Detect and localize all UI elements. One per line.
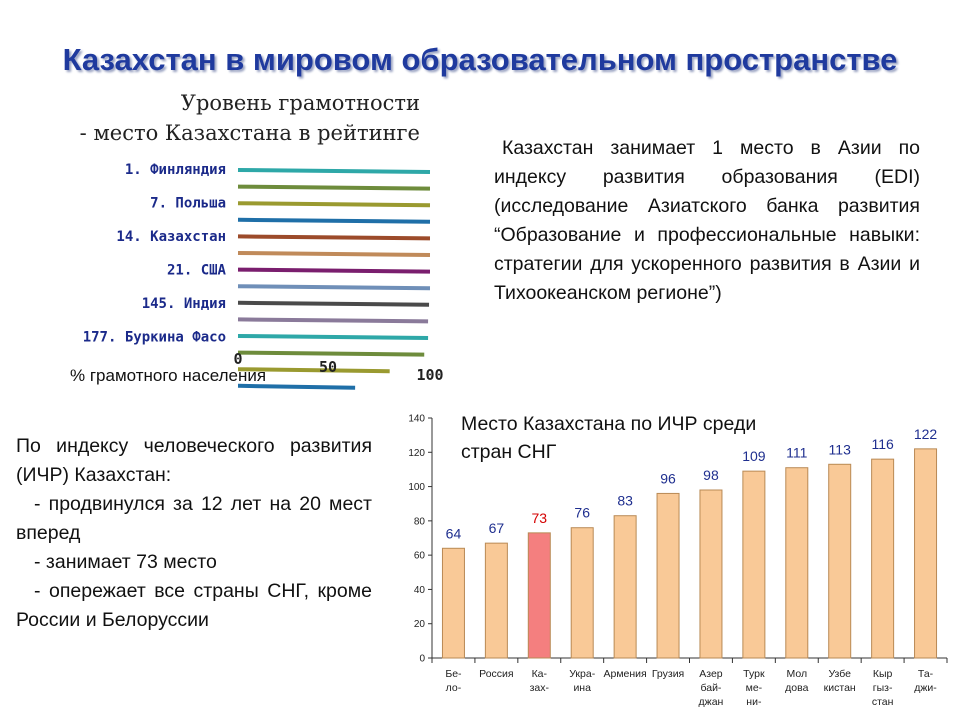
hdi-chart-title: Место Казахстана по ИЧР среди стран СНГ (461, 413, 757, 463)
x-tick-label: 100 (416, 366, 443, 384)
hdi-point-2: - занимает 73 место (34, 551, 217, 573)
category-label: Турк (743, 668, 765, 680)
data-label: 111 (786, 445, 807, 461)
category-label: 1. Финляндия (125, 162, 226, 178)
literacy-title-line2: - место Казахстана в рейтинге (79, 121, 420, 145)
category-label: джи- (914, 682, 937, 694)
data-label: 67 (489, 520, 505, 536)
category-label: стан (872, 696, 894, 708)
category-label: гыз- (873, 682, 893, 694)
bar (785, 467, 809, 659)
category-label: Армения (603, 668, 646, 680)
bar (237, 251, 431, 257)
bar (237, 383, 356, 390)
category-label: Кыр (873, 668, 893, 680)
category-label: 145. Индия (142, 296, 226, 312)
category-label: ло- (446, 682, 462, 694)
bar (914, 448, 938, 659)
category-label: 21. США (167, 263, 227, 279)
bar (527, 532, 551, 659)
category-label: 7. Польша (150, 196, 226, 212)
bar (237, 317, 429, 324)
category-label: Ка- (532, 668, 548, 680)
bar (699, 489, 723, 659)
hdi-point-3: - опережает все страны СНГ, кроме России… (16, 580, 372, 631)
page-title: Казахстан в мировом образовательном прос… (62, 42, 898, 77)
category-label: джан (699, 696, 724, 708)
y-tick-label: 60 (414, 551, 426, 562)
bar (742, 470, 766, 659)
y-tick-label: 40 (414, 585, 426, 596)
bar (656, 492, 680, 659)
hdi-point-1: - продвинулся за 12 лет на 20 мест впере… (16, 493, 372, 544)
bar (237, 367, 390, 374)
y-tick-label: 120 (408, 448, 425, 459)
literacy-chart: 1. Финляндия 7. Польша 14. Казахстан 21. СШ… (83, 162, 444, 390)
hdi-chart: 0 20 40 60 80 100 120 140 64 Бе-ло- 67 Россия 73 Ка-з… (408, 414, 948, 708)
category-label: 14. Казахстан (116, 229, 226, 245)
bar (871, 458, 895, 659)
x-tick-label: 0 (233, 350, 242, 368)
hdi-intro: По индексу человеческого развития (ИЧР) … (16, 435, 372, 486)
category-label: Укра- (569, 668, 595, 680)
category-label: кистан (824, 682, 856, 694)
x-tick-label: 50 (319, 358, 337, 376)
bar (828, 463, 852, 659)
bar (237, 217, 431, 224)
category-label: Та- (918, 668, 934, 680)
y-tick-label: 20 (414, 619, 426, 630)
category-label: ме- (746, 682, 763, 694)
category-label: ни- (746, 696, 762, 708)
y-tick-label: 80 (414, 516, 426, 527)
edi-paragraph: Казахстан занимает 1 место в Азии по инд… (494, 137, 920, 304)
y-tick-label: 0 (419, 654, 425, 665)
category-label: дова (785, 682, 808, 694)
category-label: Мол (786, 668, 807, 680)
data-label: 109 (742, 448, 766, 464)
bar (237, 300, 430, 307)
literacy-chart-title: Уровень грамотности - место Казахстана в… (40, 88, 420, 148)
bar (237, 184, 431, 191)
bar (237, 350, 425, 357)
bar (237, 284, 431, 291)
literacy-x-axis-label: % грамотного населения (70, 366, 267, 385)
bar (237, 201, 431, 208)
data-label: 76 (574, 505, 590, 521)
hdi-paragraph: По индексу человеческого развития (ИЧР) … (16, 432, 372, 635)
category-label: Грузия (652, 668, 684, 680)
data-label: 83 (617, 493, 633, 509)
bar (237, 168, 431, 174)
category-label: ина (573, 682, 591, 694)
y-tick-label: 140 (408, 414, 425, 425)
data-label: 122 (914, 426, 938, 442)
bar (441, 547, 465, 659)
bar (237, 234, 431, 241)
literacy-title-line1: Уровень грамотности (180, 91, 420, 115)
data-label: 64 (446, 525, 462, 541)
category-label: 177. Буркина Фасо (83, 330, 226, 346)
category-label: бай- (700, 682, 721, 694)
y-tick-label: 100 (408, 482, 425, 493)
bar (484, 542, 508, 659)
category-label: Азер (699, 668, 723, 680)
data-label: 113 (829, 441, 852, 457)
data-label: 116 (871, 436, 894, 452)
bar (570, 527, 594, 659)
bar (237, 267, 431, 274)
bar (613, 515, 637, 659)
category-label: зах- (530, 682, 550, 694)
data-label: 98 (703, 467, 719, 483)
bar (237, 334, 429, 340)
category-label: Бе- (445, 668, 462, 680)
data-label: 73 (532, 510, 548, 526)
category-label: Узбе (828, 668, 851, 680)
data-label: 96 (660, 470, 676, 486)
category-label: Россия (479, 668, 513, 680)
